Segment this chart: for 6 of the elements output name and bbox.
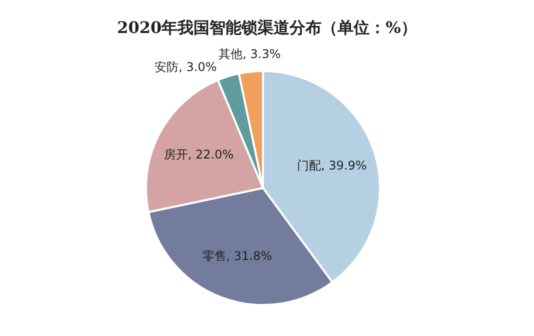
slice-label: 其他, 3.3% — [218, 46, 281, 61]
slice-label: 零售, 31.8% — [202, 248, 272, 263]
slice-label: 房开, 22.0% — [164, 147, 234, 162]
slice-label: 门配, 39.9% — [297, 158, 367, 172]
chart-title: 2020年我国智能锁渠道分布（单位：%） — [117, 18, 417, 37]
slice-label: 安防, 3.0% — [154, 60, 217, 74]
